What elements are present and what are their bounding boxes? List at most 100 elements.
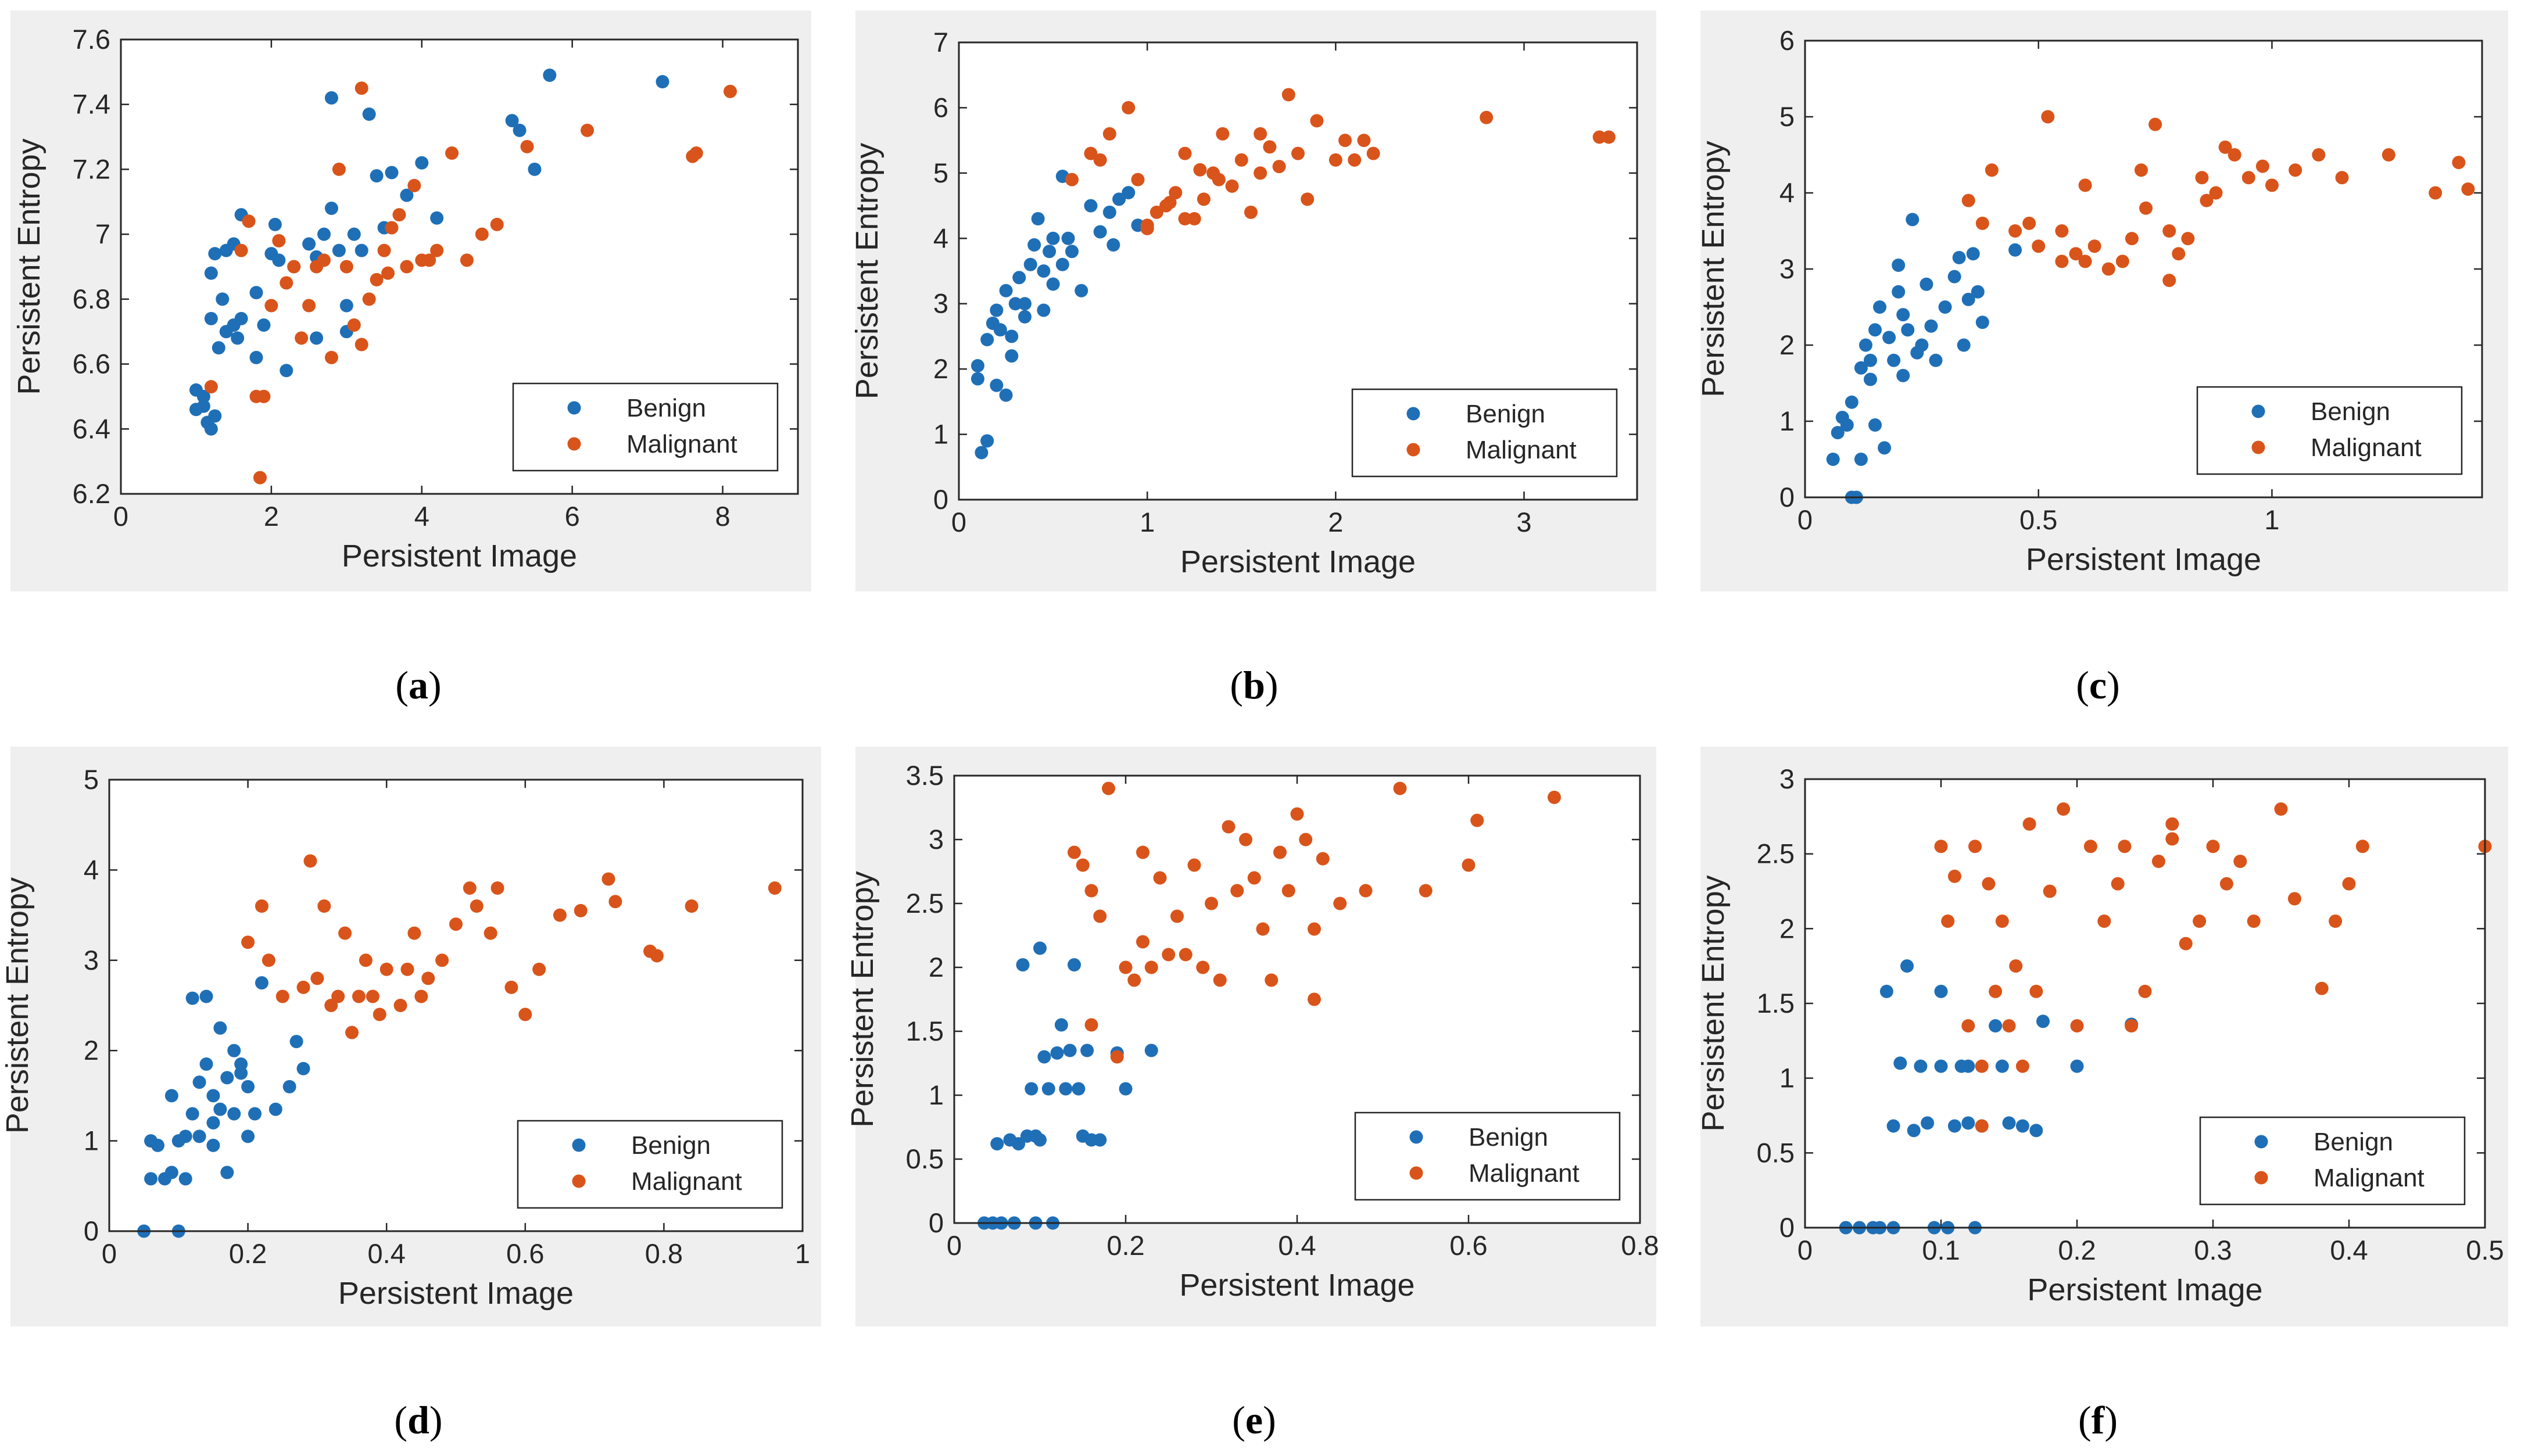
data-point-benign bbox=[362, 107, 376, 121]
x-tick-label: 0.6 bbox=[506, 1238, 544, 1269]
data-point-malignant bbox=[1316, 852, 1330, 866]
data-point-benign bbox=[1934, 984, 1948, 998]
data-point-malignant bbox=[1366, 146, 1380, 160]
axes-box bbox=[1804, 778, 2486, 1229]
data-point-benign bbox=[257, 318, 271, 332]
data-point-malignant bbox=[280, 276, 293, 290]
data-point-benign bbox=[227, 1107, 241, 1121]
y-axis-label: Persistent Entropy bbox=[12, 138, 46, 395]
data-point-malignant bbox=[1127, 973, 1141, 987]
data-point-malignant bbox=[2002, 1019, 2016, 1033]
data-point-malignant bbox=[1308, 922, 1321, 936]
y-tick-label: 0 bbox=[933, 484, 948, 515]
data-point-benign bbox=[1068, 958, 1081, 972]
x-tick-label: 0 bbox=[1797, 504, 1813, 535]
data-point-benign bbox=[999, 388, 1013, 402]
data-point-malignant bbox=[317, 253, 331, 267]
data-point-malignant bbox=[724, 84, 737, 98]
data-point-benign bbox=[1831, 426, 1845, 440]
chart-svg-b: 0 1 2 3 0 1 2 3 4 5 6 7 Persistent Image Persistent E… bbox=[850, 27, 1638, 579]
data-point-malignant bbox=[338, 926, 352, 940]
legend-label-malignant: Malignant bbox=[2311, 433, 2422, 462]
data-point-malignant bbox=[430, 243, 444, 257]
data-point-malignant bbox=[2015, 1059, 2029, 1073]
y-tick-label: 2 bbox=[929, 952, 944, 982]
data-point-malignant bbox=[2055, 224, 2069, 238]
data-point-benign bbox=[227, 1043, 241, 1057]
data-point-benign bbox=[1033, 941, 1047, 955]
data-point-benign bbox=[1027, 238, 1041, 252]
x-tick-label: 8 bbox=[715, 501, 730, 532]
data-point-benign bbox=[1863, 353, 1877, 367]
data-point-malignant bbox=[2125, 1019, 2139, 1033]
data-point-malignant bbox=[1480, 110, 1494, 124]
data-point-malignant bbox=[2032, 239, 2046, 253]
data-point-benign bbox=[1854, 361, 1868, 375]
data-point-malignant bbox=[1230, 884, 1244, 898]
data-point-malignant bbox=[1244, 205, 1258, 219]
data-point-benign bbox=[241, 1129, 255, 1143]
data-point-benign bbox=[2070, 1059, 2084, 1073]
data-point-malignant bbox=[1065, 173, 1079, 187]
data-point-benign bbox=[196, 389, 210, 403]
data-point-malignant bbox=[2043, 884, 2057, 898]
y-tick-label: 3 bbox=[1779, 253, 1795, 284]
data-point-benign bbox=[248, 1107, 262, 1121]
data-point-malignant bbox=[2057, 802, 2071, 816]
data-point-malignant bbox=[331, 989, 345, 1003]
data-point-malignant bbox=[2172, 247, 2186, 261]
data-point-malignant bbox=[359, 953, 373, 967]
data-point-benign bbox=[528, 162, 542, 176]
data-point-benign bbox=[1879, 984, 1893, 998]
data-point-malignant bbox=[1197, 192, 1211, 206]
data-point-malignant bbox=[1299, 833, 1313, 847]
data-point-benign bbox=[990, 378, 1004, 392]
data-point-malignant bbox=[1263, 140, 1277, 154]
data-point-benign bbox=[513, 123, 527, 137]
legend-box bbox=[1354, 1111, 1621, 1201]
data-point-malignant bbox=[1961, 193, 1975, 207]
data-point-benign bbox=[206, 1138, 220, 1152]
data-point-malignant bbox=[242, 214, 256, 228]
data-point-benign bbox=[220, 1165, 234, 1179]
y-tick-label: 5 bbox=[84, 764, 99, 795]
data-point-malignant bbox=[2219, 877, 2233, 891]
axes-box bbox=[958, 41, 1638, 501]
data-point-malignant bbox=[262, 953, 275, 967]
data-point-malignant bbox=[2101, 262, 2115, 276]
legend-label-malignant: Malignant bbox=[631, 1167, 742, 1196]
y-tick-label: 2 bbox=[1779, 913, 1795, 944]
data-point-malignant bbox=[1548, 790, 1561, 804]
legend-marker-malignant bbox=[2254, 1171, 2268, 1185]
data-point-malignant bbox=[345, 1025, 359, 1039]
data-point-malignant bbox=[2139, 201, 2153, 215]
data-point-malignant bbox=[1961, 1019, 1975, 1033]
data-point-malignant bbox=[470, 899, 484, 913]
y-tick-label: 6.4 bbox=[73, 413, 110, 444]
data-point-malignant bbox=[241, 935, 255, 949]
data-point-malignant bbox=[287, 260, 301, 274]
axes-box bbox=[1804, 40, 2483, 499]
data-point-benign bbox=[354, 243, 368, 257]
data-point-malignant bbox=[1968, 840, 1982, 853]
data-point-benign bbox=[199, 1057, 213, 1071]
data-point-malignant bbox=[1169, 186, 1183, 200]
data-point-benign bbox=[1947, 1119, 1961, 1133]
y-tick-label: 4 bbox=[933, 223, 948, 253]
data-point-malignant bbox=[1265, 973, 1279, 987]
x-tick-label: 0.2 bbox=[229, 1238, 267, 1269]
data-point-malignant bbox=[2115, 254, 2129, 268]
data-point-benign bbox=[1055, 257, 1069, 271]
data-point-benign bbox=[282, 1080, 296, 1093]
data-point-malignant bbox=[1419, 884, 1433, 898]
data-point-malignant bbox=[317, 899, 331, 913]
y-tick-label: 5 bbox=[933, 157, 948, 188]
data-point-malignant bbox=[1153, 871, 1167, 885]
x-tick-label: 0.2 bbox=[1106, 1230, 1144, 1261]
data-point-benign bbox=[1952, 250, 1966, 264]
data-point-malignant bbox=[1140, 221, 1154, 235]
data-point-malignant bbox=[1985, 163, 1999, 177]
data-point-malignant bbox=[2162, 274, 2176, 288]
x-tick-label: 0.6 bbox=[1449, 1230, 1487, 1261]
data-point-malignant bbox=[1093, 909, 1107, 923]
